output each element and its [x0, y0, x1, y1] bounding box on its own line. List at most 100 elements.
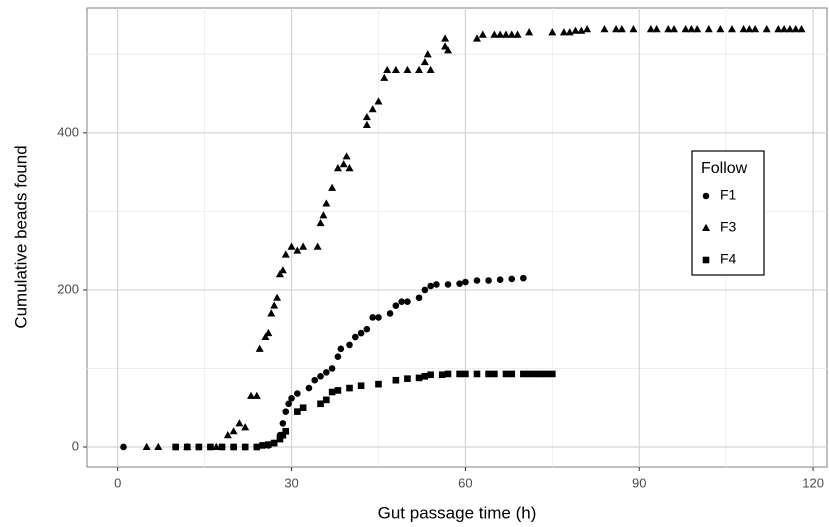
- point: [299, 242, 308, 250]
- point: [246, 391, 255, 399]
- point: [531, 370, 539, 378]
- point: [716, 25, 725, 33]
- point: [120, 443, 127, 451]
- point: [253, 443, 261, 451]
- point: [415, 294, 423, 302]
- point: [462, 278, 469, 286]
- point: [328, 183, 337, 191]
- point: [415, 374, 423, 382]
- point: [270, 439, 278, 447]
- point: [702, 192, 710, 200]
- point: [294, 408, 301, 415]
- point: [398, 298, 405, 305]
- point: [218, 443, 226, 451]
- point: [501, 30, 510, 38]
- point: [485, 277, 492, 284]
- point: [681, 25, 690, 33]
- point: [427, 371, 434, 379]
- y-tick-label: 200: [57, 281, 79, 296]
- point: [305, 384, 313, 392]
- point: [392, 302, 400, 309]
- point: [456, 370, 463, 378]
- point: [392, 376, 400, 384]
- point: [275, 270, 284, 278]
- legend-label: F1: [720, 187, 737, 203]
- point: [288, 394, 295, 402]
- point: [319, 211, 328, 219]
- point: [426, 65, 435, 74]
- point: [339, 160, 348, 168]
- point: [600, 25, 609, 33]
- point: [762, 25, 771, 33]
- point: [241, 423, 250, 431]
- point: [212, 442, 221, 450]
- marks: [120, 25, 806, 451]
- point: [525, 370, 533, 378]
- point: [273, 293, 282, 301]
- point: [583, 25, 592, 33]
- point: [508, 275, 516, 283]
- point: [322, 199, 331, 207]
- point: [702, 223, 710, 231]
- point: [520, 274, 527, 282]
- point: [279, 431, 287, 439]
- point: [652, 25, 661, 33]
- point: [374, 97, 383, 105]
- point: [346, 341, 353, 349]
- point: [646, 25, 655, 33]
- point: [380, 73, 389, 81]
- point: [333, 163, 342, 172]
- point: [391, 65, 400, 74]
- point: [313, 242, 322, 250]
- point: [415, 65, 424, 74]
- point: [543, 370, 550, 378]
- point: [265, 441, 272, 448]
- point: [342, 152, 351, 160]
- point: [520, 370, 527, 378]
- point: [444, 281, 452, 288]
- point: [229, 427, 238, 435]
- x-tick-label: 90: [632, 475, 646, 490]
- point: [502, 370, 510, 378]
- point: [473, 370, 481, 378]
- point: [323, 369, 330, 376]
- point: [334, 387, 342, 394]
- point: [317, 372, 324, 380]
- y-tick-label: 0: [72, 438, 79, 453]
- point: [537, 370, 545, 378]
- point: [780, 25, 789, 33]
- point: [441, 34, 450, 42]
- point: [287, 242, 296, 250]
- point: [281, 250, 290, 258]
- point: [559, 28, 568, 36]
- point: [508, 370, 516, 378]
- point: [362, 112, 371, 121]
- point: [362, 120, 371, 129]
- legend-box: [691, 150, 765, 276]
- point: [294, 390, 301, 397]
- point: [704, 25, 713, 33]
- point: [255, 344, 264, 352]
- point: [612, 25, 621, 33]
- point: [207, 443, 214, 451]
- point: [617, 25, 626, 33]
- legend-title: Follow: [701, 160, 748, 177]
- point: [513, 30, 522, 38]
- point: [328, 388, 336, 396]
- point: [441, 42, 450, 50]
- point: [751, 25, 760, 33]
- point: [334, 353, 342, 360]
- x-tick-label: 60: [458, 475, 472, 490]
- point: [259, 442, 266, 449]
- point: [404, 298, 411, 305]
- point: [195, 443, 203, 451]
- point: [386, 310, 394, 317]
- point: [383, 65, 392, 74]
- point: [172, 443, 179, 451]
- point: [693, 25, 702, 33]
- point: [507, 30, 516, 38]
- point: [549, 370, 556, 378]
- point: [462, 370, 469, 378]
- point: [423, 50, 432, 58]
- point: [270, 301, 279, 309]
